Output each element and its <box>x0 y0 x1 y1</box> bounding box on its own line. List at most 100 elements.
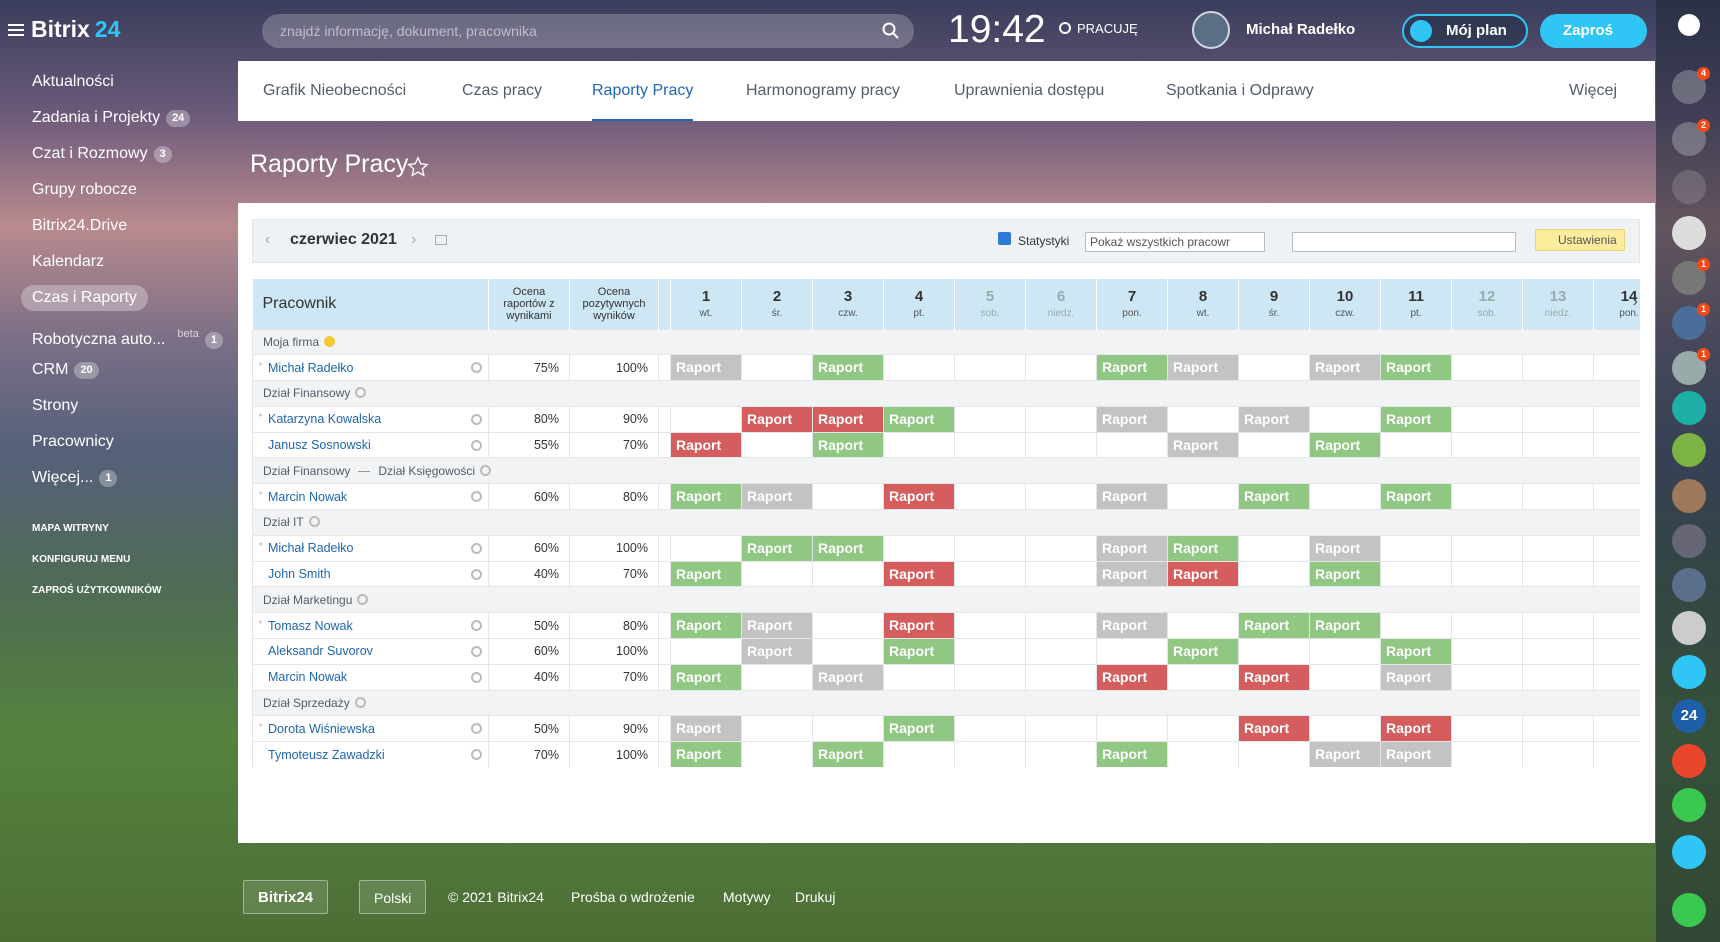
search[interactable]: znajdź informację, dokument, pracownika <box>262 14 914 48</box>
report[interactable]: Raport <box>1310 432 1380 458</box>
tab[interactable]: Grafik Nieobecności <box>263 82 407 99</box>
report[interactable]: Raport <box>1381 742 1451 767</box>
settings-icon[interactable] <box>471 723 482 735</box>
report[interactable]: Raport <box>671 664 741 690</box>
contact[interactable]: 1 <box>1672 348 1710 385</box>
report[interactable]: Raport <box>1239 613 1309 639</box>
next-days[interactable]: › <box>1632 293 1638 310</box>
report[interactable]: Raport <box>1168 355 1238 381</box>
notifications[interactable]: 4 <box>1672 67 1710 104</box>
dept-filter[interactable] <box>1292 232 1516 252</box>
employee-name[interactable]: Marcin Nowak <box>268 489 348 504</box>
settings-icon[interactable] <box>471 568 482 580</box>
employee-name[interactable]: Marcin Nowak <box>268 670 348 685</box>
employee-name[interactable]: Tymoteusz Zawadzki <box>268 747 385 762</box>
next-arrow[interactable]: › <box>411 231 417 248</box>
employee-name[interactable]: Janusz Sosnowski <box>268 438 371 453</box>
report[interactable]: Raport <box>1381 355 1451 381</box>
report[interactable]: Raport <box>1239 406 1309 432</box>
report[interactable]: Raport <box>1381 406 1451 432</box>
menu-item[interactable]: Strony <box>21 393 89 419</box>
settings-icon[interactable] <box>471 749 482 761</box>
transfer-icon[interactable] <box>1672 835 1706 869</box>
menu-item[interactable]: Czas i Raporty <box>21 285 148 311</box>
report[interactable]: Raport <box>1097 406 1167 432</box>
report[interactable]: Raport <box>1097 355 1167 381</box>
report[interactable]: Raport <box>1168 639 1238 664</box>
employee-name[interactable]: Dorota Wiśniewska <box>268 721 375 736</box>
report[interactable]: Raport <box>742 535 812 561</box>
report[interactable]: Raport <box>813 406 883 432</box>
prev-arrow[interactable]: ‹ <box>265 231 271 248</box>
report[interactable]: Raport <box>1097 613 1167 639</box>
contact[interactable] <box>1672 568 1706 602</box>
report[interactable]: Raport <box>671 613 741 639</box>
report[interactable]: Raport <box>671 432 741 458</box>
messenger[interactable]: 2 <box>1672 119 1710 156</box>
report[interactable]: Raport <box>671 742 741 767</box>
report[interactable]: Raport <box>884 716 954 742</box>
tab[interactable]: Czas pracy <box>462 82 543 99</box>
report[interactable]: Raport <box>884 561 954 587</box>
contact[interactable]: 1 <box>1672 303 1710 340</box>
menu-item[interactable]: Czat i Rozmowy 3 <box>21 141 183 167</box>
logo[interactable]: Bitrix 24 <box>31 16 120 43</box>
report[interactable]: Raport <box>671 355 741 381</box>
menu-item[interactable]: Więcej... 1 <box>21 465 128 491</box>
employee-name[interactable]: Tomasz Nowak <box>268 618 353 633</box>
report[interactable]: Raport <box>671 716 741 742</box>
report[interactable]: Raport <box>671 561 741 587</box>
report[interactable]: Raport <box>1239 716 1309 742</box>
employee-name[interactable]: Aleksandr Suvorov <box>268 644 373 659</box>
footer-link[interactable]: Prośba o wdrożenie <box>571 889 695 905</box>
stats-checkbox[interactable] <box>998 232 1011 245</box>
report[interactable]: Raport <box>1310 742 1380 767</box>
report[interactable]: Raport <box>813 664 883 690</box>
report[interactable]: Raport <box>1310 613 1380 639</box>
settings-icon[interactable] <box>471 362 482 374</box>
report[interactable]: Raport <box>1239 664 1309 690</box>
report[interactable]: Raport <box>742 613 812 639</box>
favorite-star[interactable] <box>407 156 429 178</box>
report[interactable]: Raport <box>1381 716 1451 742</box>
contact[interactable] <box>1672 433 1706 467</box>
contact[interactable] <box>1672 611 1706 645</box>
report[interactable]: Raport <box>1097 664 1167 690</box>
report[interactable]: Raport <box>742 406 812 432</box>
menu-item[interactable]: Grupy robocze <box>21 177 148 203</box>
footer-link[interactable]: Motywy <box>723 889 771 905</box>
prev-day[interactable] <box>658 279 671 329</box>
employee-name[interactable]: Michał Radełko <box>268 541 354 556</box>
settings-icon[interactable] <box>471 542 482 554</box>
report[interactable]: Raport <box>1097 561 1167 587</box>
plan-button[interactable]: Mój plan <box>1402 14 1528 48</box>
menu-item[interactable]: CRM 20 <box>21 357 110 383</box>
employee-name[interactable]: Michał Radełko <box>268 360 354 375</box>
settings-icon[interactable] <box>471 491 482 503</box>
report[interactable]: Raport <box>884 639 954 664</box>
user-avatar[interactable] <box>1192 11 1230 49</box>
report[interactable]: Raport <box>1168 432 1238 458</box>
report[interactable]: Raport <box>742 484 812 510</box>
language[interactable]: Polski <box>359 880 427 914</box>
menu-link[interactable]: MAPA WITRYNY <box>32 523 109 534</box>
tab-more[interactable]: Więcej <box>1569 82 1618 99</box>
settings-icon[interactable] <box>471 646 482 658</box>
menu-item[interactable]: Aktualności <box>21 69 125 95</box>
report[interactable]: Raport <box>671 484 741 510</box>
report[interactable]: Raport <box>884 406 954 432</box>
settings-icon[interactable] <box>471 671 482 683</box>
report[interactable]: Raport <box>1381 664 1451 690</box>
footer-logo[interactable]: Bitrix24 <box>243 880 329 914</box>
menu-link[interactable]: ZAPROŚ UŻYTKOWNIKÓW <box>32 585 162 596</box>
report[interactable]: Raport <box>1168 535 1238 561</box>
contact[interactable] <box>1672 655 1706 689</box>
help-icon[interactable] <box>1678 14 1700 36</box>
report[interactable]: Raport <box>813 535 883 561</box>
report[interactable]: Raport <box>1097 742 1167 767</box>
calendar-icon[interactable] <box>435 235 447 245</box>
report[interactable]: Raport <box>1381 639 1451 664</box>
tab[interactable]: Spotkania i Odprawy <box>1166 82 1314 99</box>
menu-item[interactable]: Pracownicy <box>21 429 125 455</box>
employee-name[interactable]: John Smith <box>268 567 331 582</box>
